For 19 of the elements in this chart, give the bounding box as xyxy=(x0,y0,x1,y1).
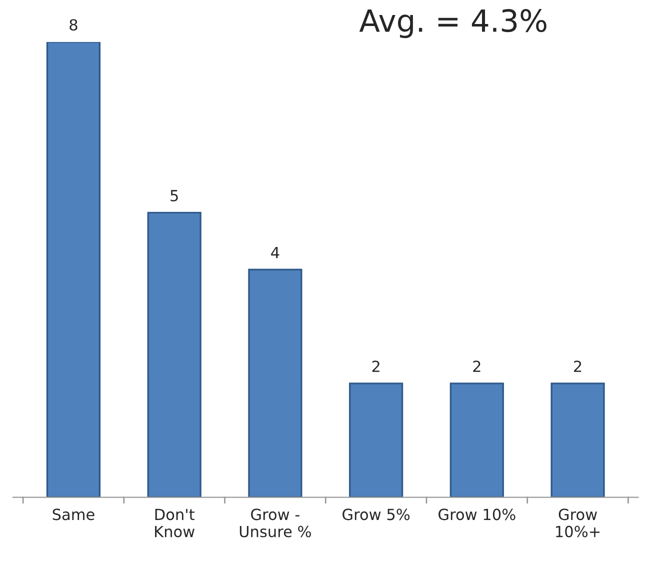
x-tick-label: Don't Know xyxy=(155,508,194,538)
bar xyxy=(550,382,605,498)
bar xyxy=(147,212,202,498)
data-label: 2 xyxy=(473,360,480,372)
data-label: 5 xyxy=(170,190,178,202)
bar xyxy=(450,382,504,498)
data-label: 2 xyxy=(372,360,380,372)
bar xyxy=(46,42,101,498)
x-tick-label: Grow 5% xyxy=(342,508,410,520)
data-label: 4 xyxy=(271,246,280,258)
bar xyxy=(348,382,404,498)
x-tick-label: Same xyxy=(52,508,94,520)
text: Avg. = 4.3% xyxy=(359,9,546,38)
bar xyxy=(248,268,302,498)
x-tick-label: Grow 10%+ xyxy=(556,508,600,538)
data-label: 8 xyxy=(70,19,78,31)
data-label: 2 xyxy=(574,360,582,372)
x-tick-label: Grow - Unsure % xyxy=(240,508,311,538)
x-tick-label: Grow 10% xyxy=(438,508,516,520)
